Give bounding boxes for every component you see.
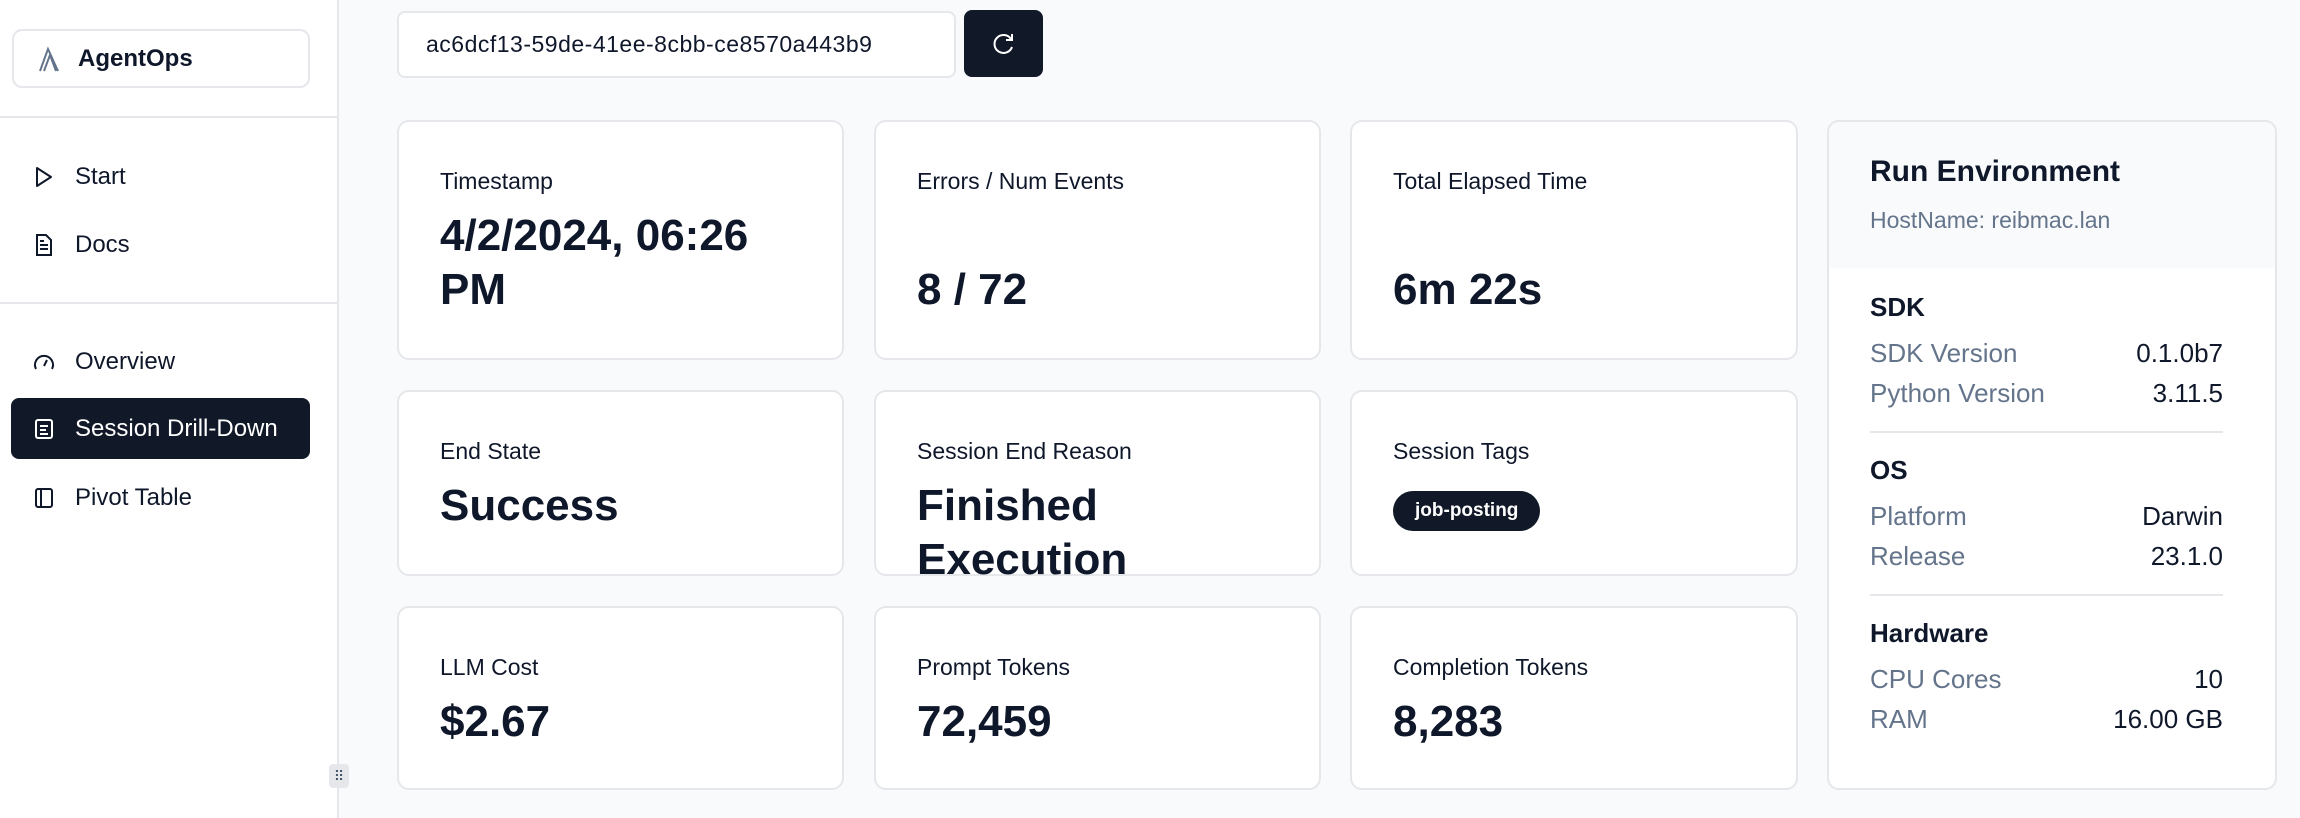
card-label: End State	[440, 438, 542, 464]
env-row: RAM 16.00 GB	[1870, 699, 2223, 739]
os-section-title: OS	[1870, 455, 1908, 485]
elapsed-time-card: Total Elapsed Time 6m 22s	[1350, 120, 1798, 360]
card-label: Completion Tokens	[1393, 654, 1589, 680]
sidebar-item-start[interactable]: Start	[11, 146, 310, 207]
session-tags-card: Session Tags job-posting	[1350, 390, 1798, 576]
env-key: Release	[1870, 541, 1966, 571]
list-icon	[35, 418, 53, 439]
card-value: Success	[440, 481, 619, 530]
run-environment-card: Run Environment HostName: reibmac.lan SD…	[1827, 120, 2277, 790]
sidebar-item-session-drill-down[interactable]: Session Drill-Down	[11, 398, 310, 459]
refresh-button[interactable]	[964, 10, 1043, 77]
hardware-section-title: Hardware	[1870, 618, 1989, 648]
agentops-logo-icon	[39, 45, 59, 71]
completion-tokens-card: Completion Tokens 8,283	[1350, 606, 1798, 790]
card-value: 8 / 72	[917, 265, 1028, 314]
card-value: $2.67	[440, 697, 551, 746]
card-label: Timestamp	[440, 168, 553, 194]
sidebar-item-label: Docs	[75, 230, 130, 258]
refresh-icon	[993, 33, 1013, 54]
env-row: CPU Cores 10	[1870, 659, 2223, 699]
card-label: Errors / Num Events	[917, 168, 1125, 194]
play-icon	[36, 166, 52, 187]
env-key: CPU Cores	[1870, 664, 2002, 694]
env-row: Platform Darwin	[1870, 496, 2223, 536]
end-state-card: End State Success	[397, 390, 844, 576]
sidebar-item-overview[interactable]: Overview	[11, 331, 310, 392]
gauge-icon	[34, 354, 54, 369]
tag-badge[interactable]: job-posting	[1393, 491, 1541, 531]
sidebar: AgentOps Start Docs Overview Session Dri…	[0, 0, 339, 818]
brand-logo[interactable]: AgentOps	[12, 29, 310, 88]
sdk-section-title: SDK	[1870, 292, 1925, 322]
card-value: 8,283	[1393, 697, 1504, 746]
sidebar-item-pivot-table[interactable]: Pivot Table	[11, 467, 310, 528]
env-title: Run Environment	[1870, 155, 2121, 188]
sidebar-item-label: Start	[75, 162, 126, 190]
card-label: Session Tags	[1393, 438, 1530, 464]
card-label: Session End Reason	[917, 438, 1132, 464]
card-label: Prompt Tokens	[917, 654, 1070, 680]
sidebar-item-label: Overview	[75, 347, 176, 375]
prompt-tokens-card: Prompt Tokens 72,459	[874, 606, 1321, 790]
sidebar-item-label: Session Drill-Down	[75, 414, 278, 442]
sidebar-item-docs[interactable]: Docs	[11, 214, 310, 275]
divider	[1870, 431, 2223, 433]
env-key: Platform	[1870, 501, 1967, 531]
env-hostname: HostName: reibmac.lan	[1870, 207, 2111, 233]
env-header: Run Environment HostName: reibmac.lan	[1829, 122, 2275, 268]
env-value: 10	[2194, 664, 2223, 694]
env-row: SDK Version 0.1.0b7	[1870, 333, 2223, 373]
card-value: Finished Execution	[917, 481, 1128, 584]
env-key: Python Version	[1870, 378, 2045, 408]
end-reason-card: Session End Reason Finished Execution	[874, 390, 1321, 584]
brand-name: AgentOps	[78, 44, 193, 72]
card-label: LLM Cost	[440, 654, 539, 680]
errors-card: Errors / Num Events 8 / 72	[874, 120, 1321, 360]
env-value: 16.00 GB	[2113, 704, 2223, 734]
env-key: SDK Version	[1870, 338, 2018, 368]
divider	[0, 116, 337, 118]
env-value: 23.1.0	[2150, 541, 2223, 571]
env-value: 3.11.5	[2152, 378, 2223, 408]
env-row: Python Version 3.11.5	[1870, 373, 2223, 413]
panel-icon	[35, 487, 53, 508]
env-row: Release 23.1.0	[1870, 536, 2223, 576]
env-value: Darwin	[2142, 501, 2223, 531]
llm-cost-card: LLM Cost $2.67	[397, 606, 844, 790]
env-key: RAM	[1870, 704, 1928, 734]
env-value: 0.1.0b7	[2136, 338, 2223, 368]
divider	[1870, 594, 2223, 596]
card-value: 6m 22s	[1393, 265, 1543, 314]
sidebar-item-label: Pivot Table	[75, 483, 192, 511]
divider	[0, 302, 337, 304]
card-value: 4/2/2024, 06:26 PM	[440, 211, 749, 314]
card-label: Total Elapsed Time	[1393, 168, 1588, 194]
session-id-input[interactable]: ac6dcf13-59de-41ee-8cbb-ce8570a443b9	[397, 11, 956, 78]
document-icon	[36, 233, 52, 256]
card-value: 72,459	[917, 697, 1052, 746]
sidebar-resize-handle[interactable]: ⠿	[329, 764, 349, 788]
timestamp-card: Timestamp 4/2/2024, 06:26 PM	[397, 120, 844, 360]
